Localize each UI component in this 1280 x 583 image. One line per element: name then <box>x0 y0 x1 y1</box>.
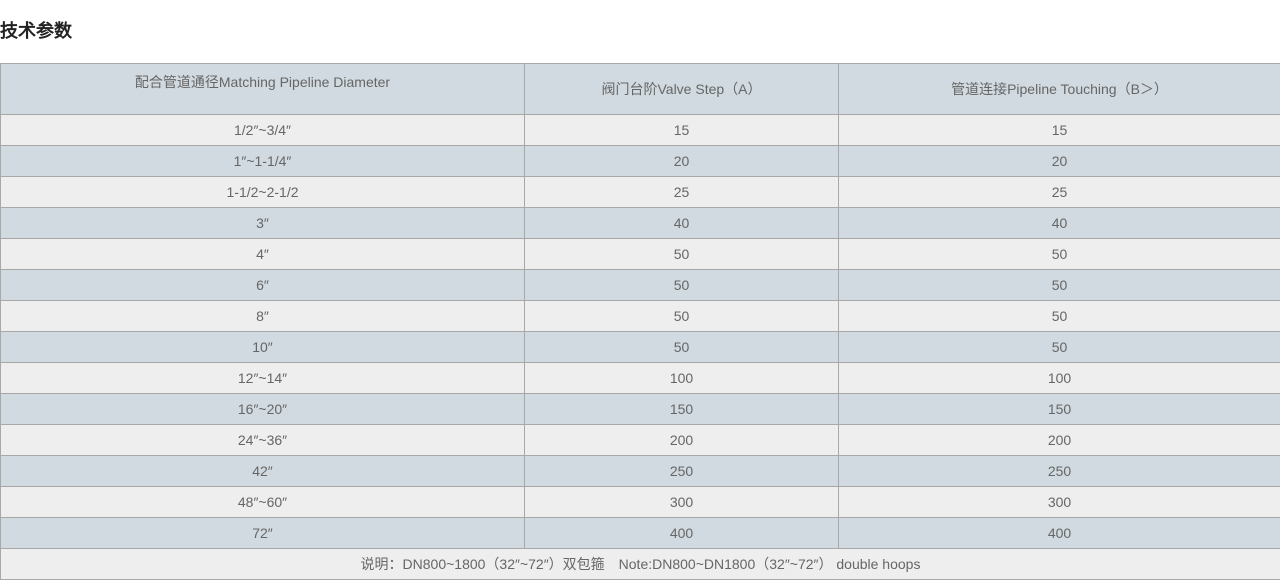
cell-diameter: 3″ <box>0 207 525 239</box>
cell-pipeline-touching: 200 <box>838 424 1280 456</box>
table-row: 48″~60″ 300 300 <box>0 486 1280 518</box>
table-row: 10″ 50 50 <box>0 331 1280 363</box>
cell-valve-step: 250 <box>524 455 839 487</box>
cell-valve-step: 50 <box>524 300 839 332</box>
cell-pipeline-touching: 50 <box>838 238 1280 270</box>
cell-diameter: 16″~20″ <box>0 393 525 425</box>
cell-valve-step: 50 <box>524 331 839 363</box>
cell-pipeline-touching: 250 <box>838 455 1280 487</box>
note-text: 说明：DN800~1800（32″~72″）双包箍 Note:DN800~DN1… <box>0 548 1280 580</box>
cell-diameter: 48″~60″ <box>0 486 525 518</box>
table-row: 1/2″~3/4″ 15 15 <box>0 114 1280 146</box>
cell-diameter: 1″~1-1/4″ <box>0 145 525 177</box>
cell-valve-step: 50 <box>524 269 839 301</box>
table-row: 8″ 50 50 <box>0 300 1280 332</box>
cell-diameter: 8″ <box>0 300 525 332</box>
cell-pipeline-touching: 50 <box>838 269 1280 301</box>
header-pipeline-diameter: 配合管道通径Matching Pipeline Diameter <box>0 63 525 115</box>
note-row: 说明：DN800~1800（32″~72″）双包箍 Note:DN800~DN1… <box>0 548 1280 580</box>
tech-params-table: 配合管道通径Matching Pipeline Diameter 阀门台阶Val… <box>0 63 1280 580</box>
header-pipeline-touching: 管道连接Pipeline Touching（B＞） <box>838 63 1280 115</box>
cell-valve-step: 25 <box>524 176 839 208</box>
cell-diameter: 72″ <box>0 517 525 549</box>
cell-pipeline-touching: 25 <box>838 176 1280 208</box>
cell-pipeline-touching: 150 <box>838 393 1280 425</box>
table-row: 1-1/2~2-1/2 25 25 <box>0 176 1280 208</box>
cell-valve-step: 40 <box>524 207 839 239</box>
header-valve-step: 阀门台阶Valve Step（A） <box>524 63 839 115</box>
cell-pipeline-touching: 50 <box>838 331 1280 363</box>
cell-pipeline-touching: 400 <box>838 517 1280 549</box>
cell-pipeline-touching: 15 <box>838 114 1280 146</box>
cell-diameter: 12″~14″ <box>0 362 525 394</box>
cell-valve-step: 400 <box>524 517 839 549</box>
cell-valve-step: 20 <box>524 145 839 177</box>
cell-diameter: 1/2″~3/4″ <box>0 114 525 146</box>
cell-pipeline-touching: 20 <box>838 145 1280 177</box>
cell-diameter: 24″~36″ <box>0 424 525 456</box>
table-row: 3″ 40 40 <box>0 207 1280 239</box>
cell-valve-step: 100 <box>524 362 839 394</box>
table-row: 1″~1-1/4″ 20 20 <box>0 145 1280 177</box>
cell-diameter: 1-1/2~2-1/2 <box>0 176 525 208</box>
cell-pipeline-touching: 300 <box>838 486 1280 518</box>
cell-valve-step: 150 <box>524 393 839 425</box>
cell-valve-step: 200 <box>524 424 839 456</box>
cell-pipeline-touching: 50 <box>838 300 1280 332</box>
section-title: 技术参数 <box>0 21 72 41</box>
cell-diameter: 42″ <box>0 455 525 487</box>
cell-valve-step: 300 <box>524 486 839 518</box>
cell-pipeline-touching: 40 <box>838 207 1280 239</box>
table-header-row: 配合管道通径Matching Pipeline Diameter 阀门台阶Val… <box>0 63 1280 115</box>
table-row: 16″~20″ 150 150 <box>0 393 1280 425</box>
table-row: 72″ 400 400 <box>0 517 1280 549</box>
table-row: 6″ 50 50 <box>0 269 1280 301</box>
table-row: 4″ 50 50 <box>0 238 1280 270</box>
cell-valve-step: 15 <box>524 114 839 146</box>
cell-diameter: 4″ <box>0 238 525 270</box>
table-row: 12″~14″ 100 100 <box>0 362 1280 394</box>
table-row: 42″ 250 250 <box>0 455 1280 487</box>
cell-valve-step: 50 <box>524 238 839 270</box>
cell-pipeline-touching: 100 <box>838 362 1280 394</box>
cell-diameter: 6″ <box>0 269 525 301</box>
table-row: 24″~36″ 200 200 <box>0 424 1280 456</box>
cell-diameter: 10″ <box>0 331 525 363</box>
